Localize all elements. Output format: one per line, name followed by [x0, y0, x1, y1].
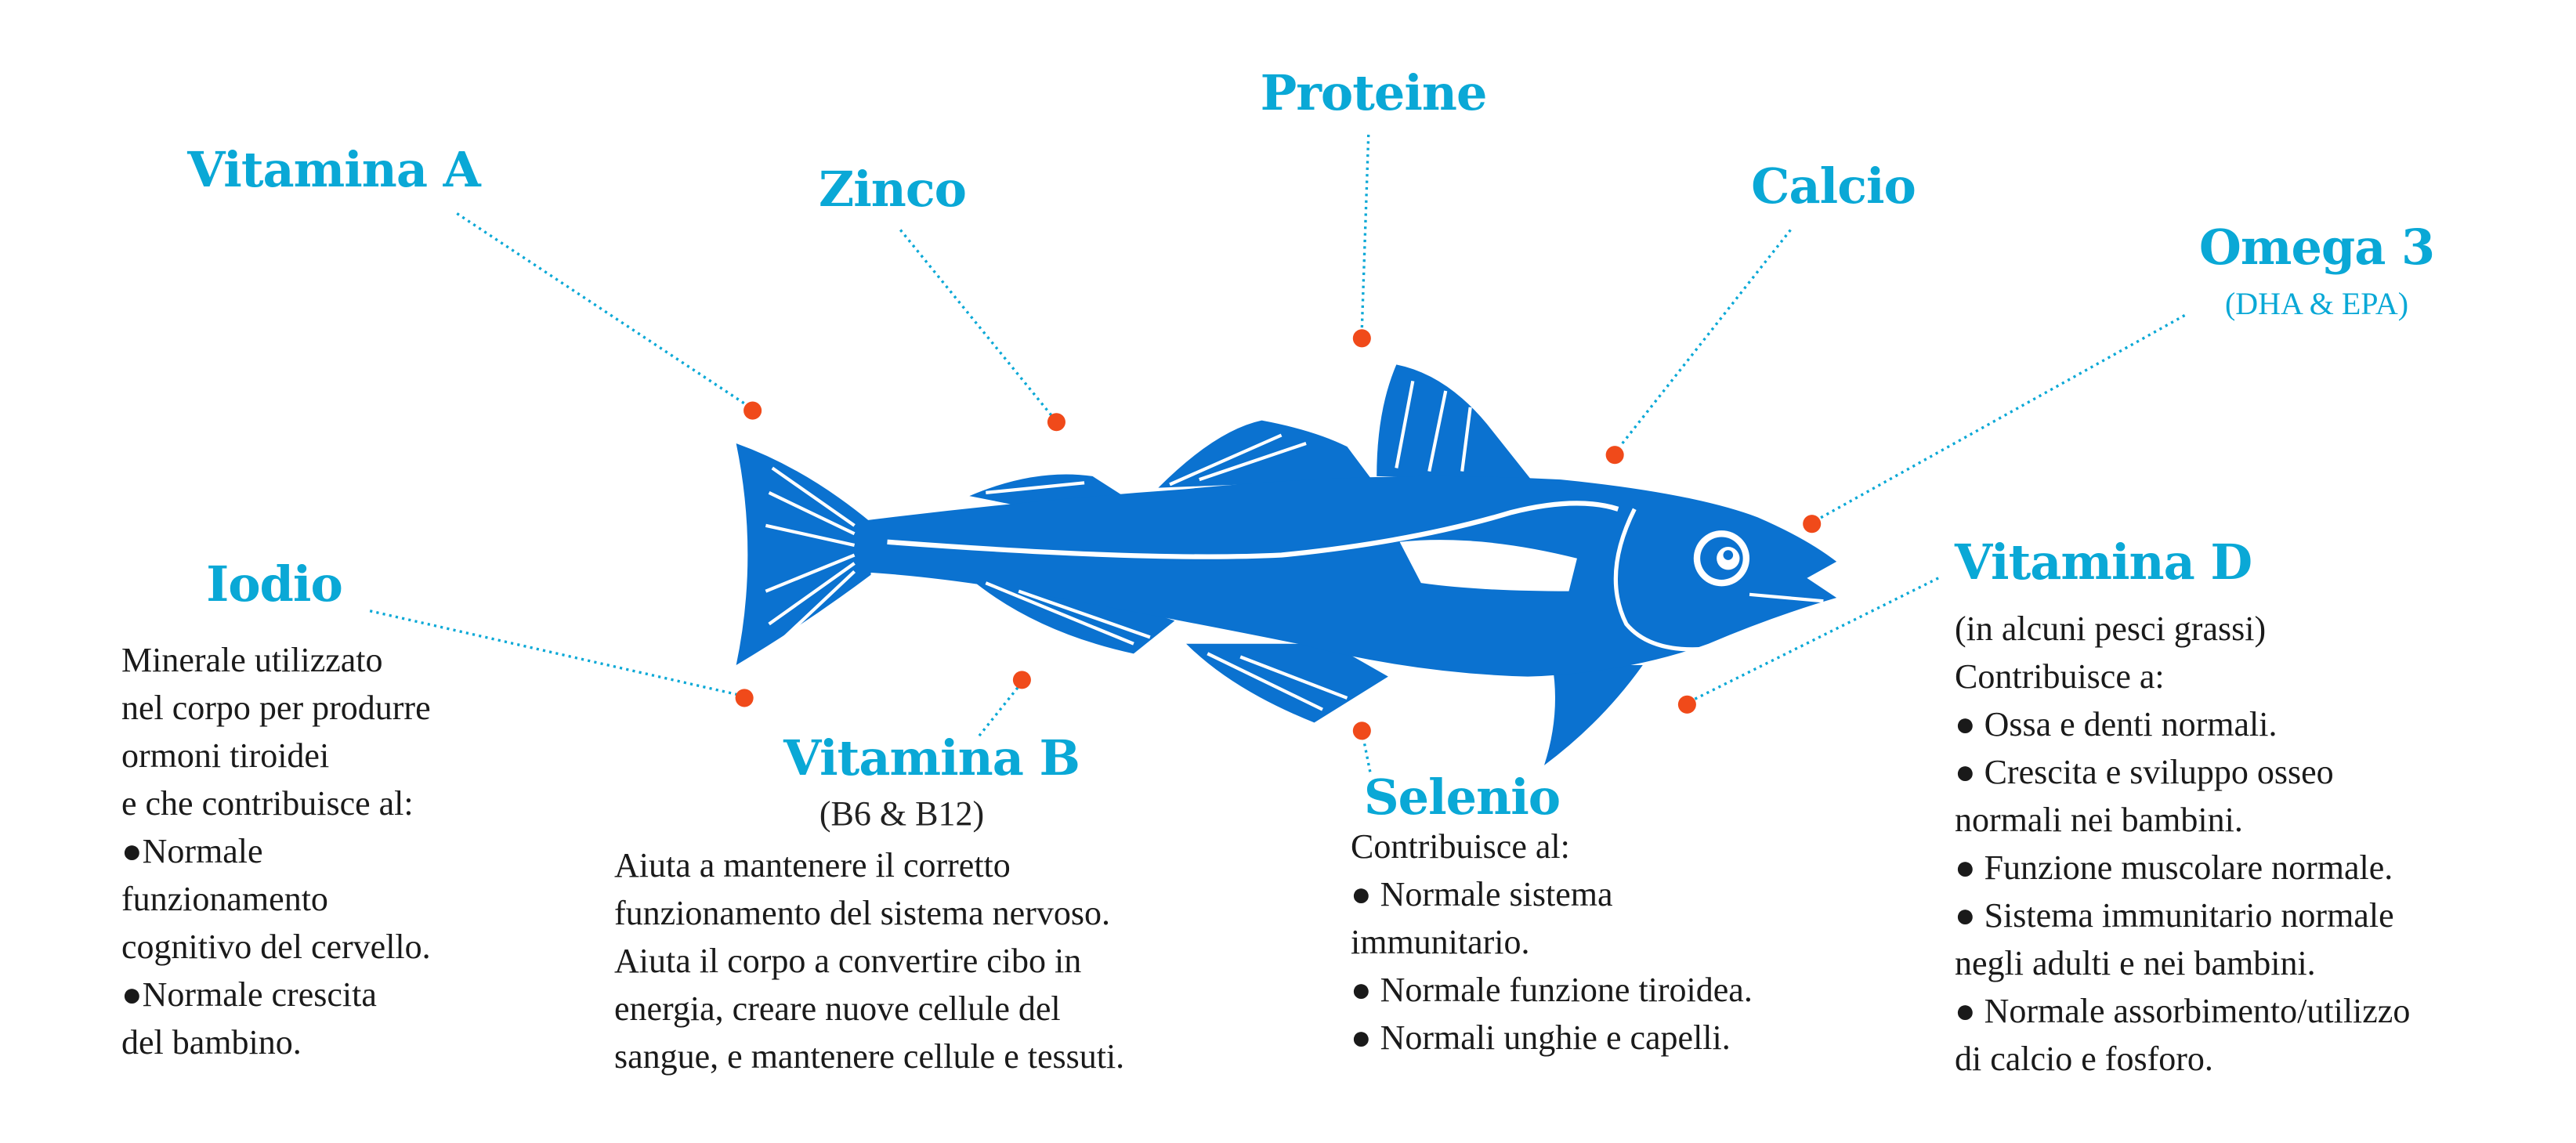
- text-line: ormoni tiroidei: [121, 736, 330, 775]
- vitamina-b-description: Aiuta a mantenere il corretto funzioname…: [614, 841, 1124, 1080]
- vitamina-d-description: (in alcuni pesci grassi) Contribuisce a:…: [1955, 605, 2410, 1083]
- line-omega3: [1818, 314, 2186, 520]
- label-omega3: Omega 3: [2198, 219, 2435, 276]
- bullet-line: ●Normale: [121, 832, 263, 870]
- fish-body: [851, 476, 1837, 677]
- label-vitamina-a: Vitamina A: [187, 141, 480, 198]
- label-zinco: Zinco: [819, 161, 967, 218]
- fish-anal-fin-2: [1186, 643, 1388, 723]
- line-selenio: [1362, 738, 1372, 772]
- fish-pelvic-fin: [1544, 664, 1643, 765]
- bullet-line: ● Funzione muscolare normale.: [1955, 848, 2393, 887]
- label-iodio: Iodio: [206, 555, 343, 613]
- dot-vitamina-d: [1677, 695, 1696, 714]
- dot-zinco: [1047, 413, 1065, 432]
- dot-vitamina-a: [743, 401, 762, 420]
- bullet-line: ● Normale funzione tiroidea.: [1351, 971, 1753, 1009]
- text-line: funzionamento del sistema nervoso.: [614, 894, 1110, 932]
- text-line: di calcio e fosforo.: [1955, 1040, 2213, 1078]
- line-vitamina-b: [978, 685, 1020, 737]
- bullet-line: ● Normale sistema: [1351, 875, 1613, 913]
- dot-omega3: [1803, 515, 1822, 534]
- line-proteine: [1360, 134, 1370, 329]
- line-zinco: [899, 229, 1053, 417]
- dot-calcio: [1605, 446, 1624, 465]
- text-line: normali nei bambini.: [1955, 801, 2243, 839]
- selenio-description: Contribuisce al: ● Normale sistema immun…: [1351, 823, 1753, 1062]
- bullet-line: ● Normali unghie e capelli.: [1351, 1018, 1731, 1057]
- text-line: Contribuisce a:: [1955, 657, 2165, 696]
- text-line: immunitario.: [1351, 923, 1530, 961]
- text-line: e che contribuisce al:: [121, 784, 414, 823]
- fish-dorsal-fin-2: [1158, 420, 1372, 488]
- connector-lines: [369, 134, 2186, 772]
- label-selenio: Selenio: [1363, 769, 1561, 826]
- text-line: cognitivo del cervello.: [121, 928, 431, 966]
- text-line: Contribuisce al:: [1351, 827, 1570, 866]
- bullet-line: ● Ossa e denti normali.: [1955, 705, 2278, 743]
- bullet-line: ● Sistema immunitario normale: [1955, 896, 2394, 935]
- dot-iodio: [735, 689, 754, 707]
- fish-dorsal-fin-3: [1377, 364, 1532, 480]
- label-omega3-subtitle: (DHA & EPA): [2224, 286, 2409, 321]
- text-line: energia, creare nuove cellule del: [614, 989, 1061, 1028]
- dot-selenio: [1352, 722, 1371, 740]
- label-vitamina-d: Vitamina D: [1955, 534, 2252, 591]
- text-line: Aiuta il corpo a convertire cibo in: [614, 942, 1082, 980]
- label-proteine: Proteine: [1260, 64, 1488, 121]
- text-line: nel corpo per produrre: [121, 689, 431, 727]
- text-line: (in alcuni pesci grassi): [1955, 609, 2267, 648]
- line-calcio: [1619, 229, 1792, 448]
- dot-proteine: [1352, 329, 1371, 348]
- bullet-line: ● Normale assorbimento/utilizzo: [1955, 992, 2411, 1030]
- text-line: del bambino.: [121, 1023, 302, 1062]
- dot-vitamina-b: [1012, 671, 1031, 689]
- label-calcio: Calcio: [1751, 157, 1916, 215]
- label-vitamina-b-subtitle: (B6 & B12): [819, 794, 985, 833]
- bullet-line: ● Crescita e sviluppo osseo: [1955, 753, 2334, 791]
- line-vitamina-a: [456, 212, 749, 407]
- text-line: Minerale utilizzato: [121, 641, 383, 679]
- text-line: funzionamento: [121, 880, 328, 918]
- fish: [736, 364, 1837, 765]
- marker-dots: [735, 329, 1822, 740]
- label-vitamina-b: Vitamina B: [783, 729, 1080, 787]
- iodio-description: Minerale utilizzato nel corpo per produr…: [121, 636, 431, 1066]
- text-line: Aiuta a mantenere il corretto: [614, 846, 1011, 884]
- fish-tail: [736, 443, 871, 665]
- text-line: sangue, e mantenere cellule e tessuti.: [614, 1037, 1125, 1076]
- bullet-line: ●Normale crescita: [121, 975, 377, 1014]
- text-line: negli adulti e nei bambini.: [1955, 944, 2316, 982]
